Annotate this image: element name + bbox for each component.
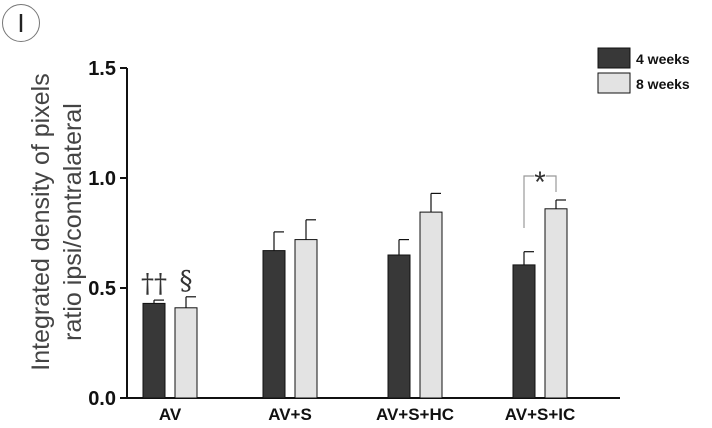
y-axis-label-line: ratio ipsi/contralateral: [59, 103, 87, 341]
significance-marker: ††: [141, 269, 167, 299]
bar: [387, 254, 411, 399]
legend-swatch: [597, 47, 631, 69]
bar: [142, 302, 166, 399]
bar: [512, 264, 536, 399]
bar: [262, 250, 286, 399]
bar: [544, 208, 568, 399]
x-tick-label: AV: [159, 405, 182, 424]
significance-bracket: [523, 175, 534, 228]
significance-marker: *: [534, 166, 546, 199]
x-tick-label: AV+S+IC: [505, 405, 576, 424]
significance-marker: §: [180, 266, 193, 296]
panel-label-circle: I: [2, 4, 40, 42]
legend-label: 8 weeks: [636, 76, 690, 92]
y-tick-label: 1.0: [88, 168, 116, 190]
bar: [294, 239, 318, 399]
y-tick-label: 0.5: [88, 278, 116, 300]
bar: [419, 211, 443, 399]
y-tick-label: 0.0: [88, 388, 116, 410]
panel-label: I: [17, 8, 25, 38]
significance-bracket: [546, 175, 557, 192]
legend-label: 4 weeks: [636, 51, 690, 67]
x-tick-label: AV+S+HC: [376, 405, 454, 424]
x-tick-label: AV+S: [268, 405, 312, 424]
legend-swatch: [597, 72, 631, 94]
y-tick-label: 1.5: [88, 58, 116, 80]
y-axis-label-line: Integrated density of pixels: [27, 73, 55, 370]
bar: [174, 307, 198, 399]
